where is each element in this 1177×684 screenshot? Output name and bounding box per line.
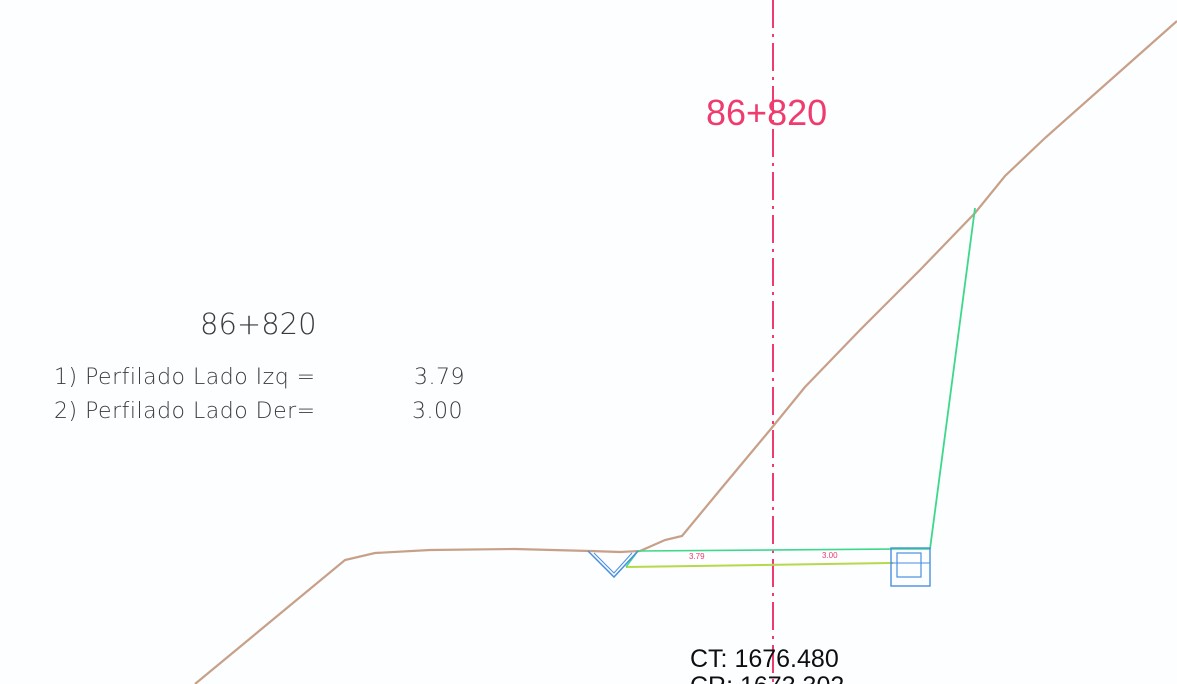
elevation-cr: CR: 1673.302 (690, 672, 844, 684)
info-line2-value: 3.00 (412, 399, 463, 424)
terrain-line (194, 20, 1177, 684)
dim-left-width: 3.79 (689, 552, 705, 561)
info-line2-label: 2) Perfilado Lado Der= (54, 399, 316, 424)
cut-slope-right (929, 207, 976, 550)
info-panel: 86+820 1) Perfilado Lado Izq = 3.79 2) P… (54, 307, 465, 424)
elevation-ct: CT: 1676.480 (690, 645, 839, 673)
road-platform (625, 207, 976, 568)
ditch-left (587, 550, 639, 579)
station-label: 86+820 (706, 92, 827, 133)
dim-right-width: 3.00 (822, 551, 838, 560)
ditch-right (890, 547, 931, 587)
info-line1-value: 3.79 (414, 365, 465, 390)
info-line1-label: 1) Perfilado Lado Izq = (54, 365, 316, 390)
info-title: 86+820 (200, 307, 317, 341)
